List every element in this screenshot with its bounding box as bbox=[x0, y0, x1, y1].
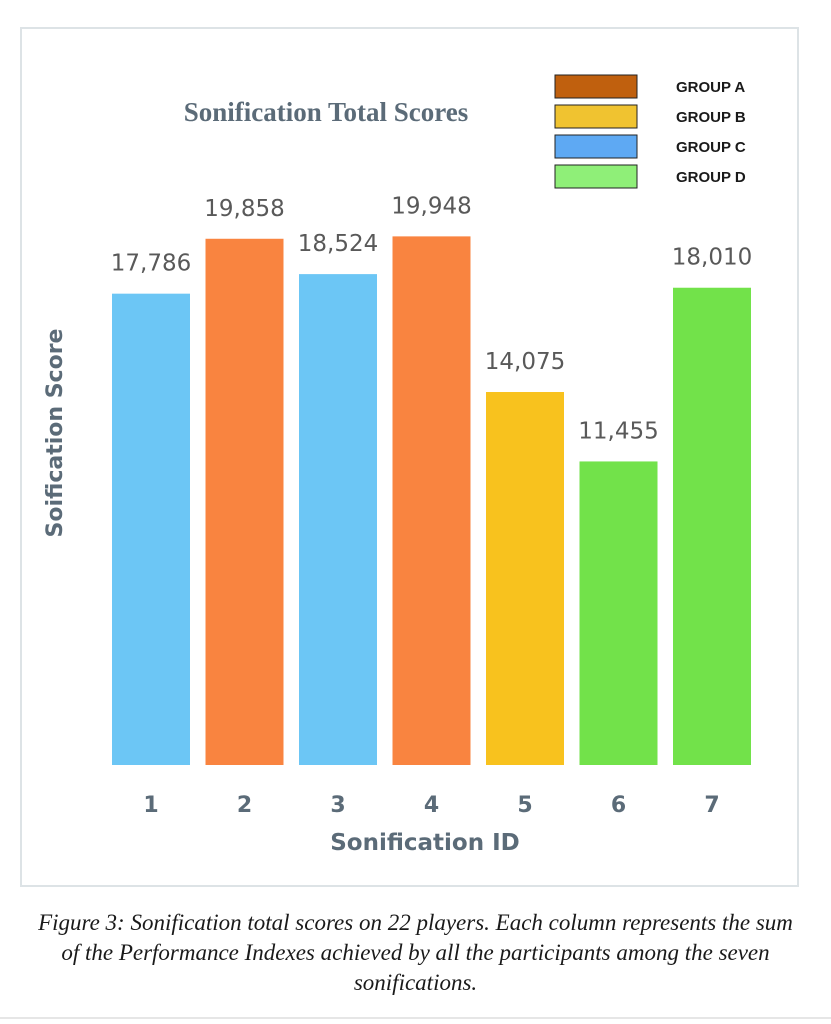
value-label-5: 14,075 bbox=[485, 349, 565, 375]
legend-label-3: GROUP C bbox=[676, 139, 746, 156]
divider bbox=[0, 1017, 831, 1019]
legend-swatch-2 bbox=[554, 104, 638, 129]
chart-title: Sonification Total Scores bbox=[184, 97, 469, 127]
x-tick-label-4: 4 bbox=[424, 793, 439, 818]
bar-chart: Sonification Total Scores GROUP A GROUP B… bbox=[43, 74, 752, 856]
bar-4 bbox=[392, 236, 471, 766]
value-label-1: 17,786 bbox=[111, 251, 191, 277]
value-label-2: 19,858 bbox=[204, 196, 284, 222]
legend-swatch-3 bbox=[554, 134, 638, 159]
legend-label-1: GROUP A bbox=[676, 79, 745, 96]
chart-legend: GROUP A GROUP B GROUP C GROUP D bbox=[554, 74, 746, 189]
legend-swatch-1 bbox=[554, 74, 638, 99]
legend-swatch-4 bbox=[554, 164, 638, 189]
bars-group: 17,786 1 19,858 2 18,524 3 19,948 4 14,075 5 11,45… bbox=[111, 193, 752, 818]
value-label-6: 11,455 bbox=[578, 418, 658, 444]
x-tick-label-7: 7 bbox=[704, 793, 719, 818]
legend-label-4: GROUP D bbox=[676, 169, 746, 186]
x-tick-label-6: 6 bbox=[611, 793, 626, 818]
figure-caption: Figure 3: Sonification total scores on 2… bbox=[38, 910, 793, 995]
x-tick-label-2: 2 bbox=[237, 793, 252, 818]
bar-5 bbox=[486, 392, 564, 765]
value-label-3: 18,524 bbox=[298, 231, 378, 257]
bar-1 bbox=[112, 293, 190, 765]
legend-label-2: GROUP B bbox=[676, 109, 746, 126]
value-label-7: 18,010 bbox=[672, 245, 752, 271]
x-axis-label: Sonification ID bbox=[330, 830, 520, 856]
bar-3 bbox=[299, 274, 377, 765]
value-label-4: 19,948 bbox=[391, 193, 471, 219]
bar-6 bbox=[579, 461, 658, 765]
x-tick-label-3: 3 bbox=[330, 793, 345, 818]
y-axis-label: Soification Score bbox=[43, 329, 68, 538]
x-tick-label-1: 1 bbox=[143, 793, 158, 818]
x-tick-label-5: 5 bbox=[517, 793, 532, 818]
bar-2 bbox=[205, 238, 284, 765]
bar-7 bbox=[673, 287, 751, 765]
